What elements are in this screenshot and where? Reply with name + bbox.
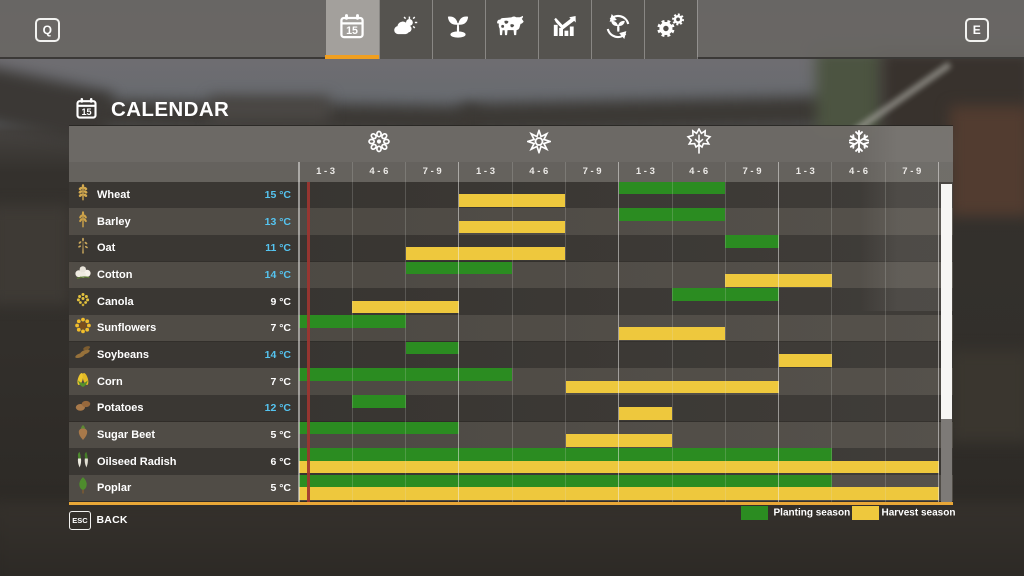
svg-text:15: 15 xyxy=(81,107,91,117)
svg-text:15: 15 xyxy=(346,25,358,37)
